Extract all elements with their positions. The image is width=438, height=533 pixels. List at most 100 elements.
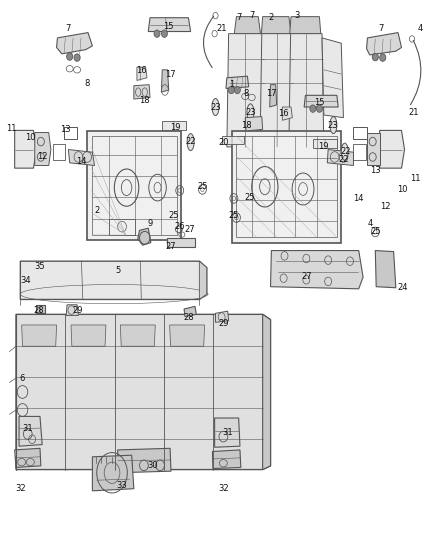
Polygon shape: [212, 450, 241, 469]
Bar: [313, 139, 337, 149]
Text: 4: 4: [417, 24, 423, 33]
Text: 20: 20: [218, 138, 229, 147]
Text: 33: 33: [117, 481, 127, 490]
Ellipse shape: [228, 86, 234, 94]
Text: 14: 14: [76, 157, 87, 166]
Bar: [237, 136, 337, 237]
Text: 17: 17: [165, 70, 175, 78]
Polygon shape: [327, 150, 353, 165]
Text: 23: 23: [210, 102, 221, 111]
Polygon shape: [227, 34, 265, 147]
Text: 25: 25: [197, 182, 208, 191]
Polygon shape: [290, 17, 321, 34]
Text: 30: 30: [147, 461, 158, 470]
Polygon shape: [68, 150, 95, 165]
Ellipse shape: [310, 105, 316, 112]
Polygon shape: [367, 133, 380, 165]
Text: 27: 27: [301, 272, 311, 280]
Polygon shape: [92, 455, 134, 491]
Ellipse shape: [234, 86, 240, 94]
Ellipse shape: [67, 53, 73, 60]
Text: 22: 22: [339, 155, 349, 164]
Text: 7: 7: [378, 24, 383, 33]
Text: 29: 29: [218, 319, 229, 328]
Text: 19: 19: [170, 123, 180, 132]
Text: 28: 28: [183, 312, 194, 321]
Polygon shape: [184, 306, 196, 317]
Text: 23: 23: [245, 108, 256, 117]
Text: 35: 35: [34, 262, 44, 271]
Text: 27: 27: [184, 225, 194, 235]
Ellipse shape: [187, 134, 194, 151]
Text: 32: 32: [15, 484, 26, 493]
Bar: [109, 219, 135, 235]
Ellipse shape: [247, 104, 254, 121]
Polygon shape: [375, 251, 396, 288]
Text: 16: 16: [136, 67, 147, 75]
Text: 19: 19: [318, 142, 329, 151]
Text: 18: 18: [139, 96, 150, 105]
Text: 2: 2: [268, 13, 273, 22]
Text: 17: 17: [266, 88, 277, 98]
Bar: [64, 127, 77, 139]
Text: 25: 25: [244, 193, 255, 202]
Polygon shape: [261, 17, 291, 34]
Ellipse shape: [372, 53, 378, 61]
Polygon shape: [134, 85, 150, 99]
Ellipse shape: [74, 54, 80, 61]
Polygon shape: [245, 117, 263, 131]
Text: 31: 31: [223, 428, 233, 437]
Text: 7: 7: [236, 13, 241, 22]
Polygon shape: [263, 314, 271, 470]
Polygon shape: [21, 325, 57, 346]
Ellipse shape: [380, 54, 386, 61]
Text: 26: 26: [174, 222, 185, 231]
Text: 12: 12: [380, 203, 390, 212]
Text: 15: 15: [163, 22, 174, 31]
Text: 29: 29: [72, 305, 83, 314]
Text: 6: 6: [19, 374, 25, 383]
Polygon shape: [71, 325, 106, 346]
Bar: [223, 136, 244, 144]
Polygon shape: [35, 305, 45, 313]
Bar: [353, 127, 367, 139]
Text: 5: 5: [115, 266, 120, 275]
Ellipse shape: [316, 105, 322, 112]
Polygon shape: [304, 95, 338, 107]
Polygon shape: [148, 18, 191, 31]
Text: 34: 34: [20, 276, 31, 285]
Ellipse shape: [341, 143, 348, 160]
Polygon shape: [137, 67, 147, 80]
Text: 11: 11: [7, 124, 17, 133]
Text: 1: 1: [230, 80, 235, 89]
Polygon shape: [322, 38, 343, 118]
Text: 25: 25: [370, 228, 381, 237]
Polygon shape: [19, 416, 42, 446]
Text: 8: 8: [85, 78, 90, 87]
Ellipse shape: [212, 99, 219, 116]
Text: 10: 10: [25, 133, 35, 142]
Polygon shape: [35, 133, 51, 165]
Polygon shape: [271, 251, 363, 289]
Polygon shape: [380, 131, 405, 168]
Text: 13: 13: [60, 125, 71, 134]
Text: 11: 11: [410, 174, 421, 183]
Polygon shape: [170, 325, 205, 346]
Polygon shape: [215, 418, 240, 447]
Text: 12: 12: [37, 152, 47, 161]
Text: 25: 25: [229, 211, 239, 220]
Polygon shape: [14, 131, 36, 168]
Text: 22: 22: [185, 137, 196, 146]
Text: 28: 28: [33, 305, 43, 314]
Polygon shape: [234, 17, 261, 34]
Text: 21: 21: [216, 24, 226, 33]
Text: 7: 7: [66, 24, 71, 33]
Polygon shape: [14, 448, 41, 467]
Polygon shape: [199, 261, 207, 300]
Text: 9: 9: [148, 220, 152, 229]
Bar: [162, 121, 186, 131]
Text: 32: 32: [218, 484, 229, 493]
Text: 3: 3: [294, 11, 300, 20]
Polygon shape: [20, 261, 207, 300]
Text: 25: 25: [168, 211, 178, 220]
